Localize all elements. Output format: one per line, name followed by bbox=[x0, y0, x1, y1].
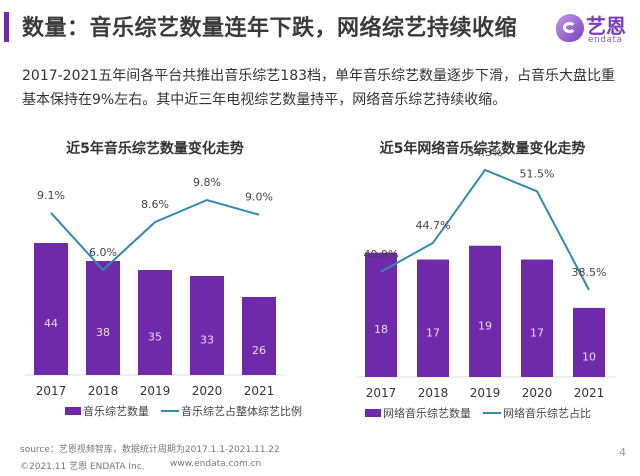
bar-2020 bbox=[521, 259, 553, 377]
bar-2021 bbox=[242, 297, 276, 375]
x-tick-label: 2018 bbox=[88, 384, 119, 398]
bar-2017 bbox=[34, 243, 68, 375]
chart-plot: 18 2017 17 2018 19 2019 17 2020 10 2021 40.9% 44.7%… bbox=[355, 146, 615, 420]
legend-bar-swatch bbox=[65, 407, 81, 415]
bar-value-label: 18 bbox=[374, 323, 388, 336]
x-tick-label: 2020 bbox=[192, 384, 223, 398]
bar-value-label: 26 bbox=[252, 344, 266, 357]
line-value-label: 9.0% bbox=[245, 191, 273, 204]
logo-en-text: endata bbox=[588, 35, 623, 45]
line-value-label: 6.0% bbox=[89, 246, 117, 259]
x-tick-label: 2017 bbox=[366, 386, 397, 400]
line-value-label: 8.6% bbox=[141, 198, 169, 211]
x-tick-label: 2021 bbox=[574, 386, 605, 400]
chart-online-music-variety: 近5年网络音乐综艺数量变化走势 18 2017 17 2018 19 2019 17 2020… bbox=[345, 130, 620, 430]
x-tick-label: 2018 bbox=[418, 386, 449, 400]
x-tick-label: 2020 bbox=[522, 386, 553, 400]
line-value-label: 9.8% bbox=[193, 176, 221, 189]
bar-2018 bbox=[86, 261, 120, 375]
bar-2020 bbox=[190, 276, 224, 375]
bar-value-label: 17 bbox=[530, 326, 544, 339]
bar-value-label: 33 bbox=[200, 334, 214, 347]
bar-value-label: 38 bbox=[96, 326, 110, 339]
line-value-label: 38.5% bbox=[572, 266, 607, 279]
legend-bar-label: 音乐综艺数量 bbox=[83, 404, 149, 418]
bar-2019 bbox=[138, 270, 172, 375]
description-text: 2017-2021五年间各平台共推出音乐综艺183档，单年音乐综艺数量逐步下滑，… bbox=[22, 68, 616, 108]
chart-plot: 44 2017 38 2018 35 2019 33 2020 26 2021 9.1% 6.0% 8.… bbox=[25, 176, 302, 418]
x-tick-label: 2019 bbox=[470, 386, 501, 400]
legend-line-label: 网络音乐综艺占比 bbox=[503, 406, 591, 420]
x-tick-label: 2019 bbox=[140, 384, 171, 398]
bar-value-label: 35 bbox=[148, 331, 162, 344]
chart-title: 近5年音乐综艺数量变化走势 bbox=[66, 141, 244, 157]
endata-logo: 艺恩 endata bbox=[556, 10, 636, 46]
chart-music-variety: 近5年音乐综艺数量变化走势 44 2017 38 2018 35 2019 33 2020 26… bbox=[20, 130, 302, 430]
bar-2021 bbox=[573, 307, 605, 377]
bar-value-label: 10 bbox=[582, 350, 596, 363]
bar-value-label: 44 bbox=[44, 317, 58, 330]
legend-line-label: 音乐综艺占整体综艺比例 bbox=[181, 404, 302, 418]
copyright: ©2021.11 艺恩 ENDATA Inc. bbox=[20, 462, 145, 472]
line-value-label: 54.3% bbox=[468, 146, 503, 159]
bar-2018 bbox=[417, 259, 449, 377]
source-note: source：艺恩视频智库，数据统计周期为2017.1.1-2021.11.22 bbox=[20, 445, 280, 455]
legend-bar-label: 网络音乐综艺数量 bbox=[383, 406, 471, 420]
bar-value-label: 19 bbox=[478, 319, 492, 332]
endata-logo-icon bbox=[556, 14, 584, 42]
page-number: 4 bbox=[619, 446, 626, 459]
line-value-label: 44.7% bbox=[416, 219, 451, 232]
chart-title: 近5年网络音乐综艺数量变化走势 bbox=[379, 141, 586, 157]
title-accent-bar bbox=[4, 12, 9, 42]
line-value-label: 51.5% bbox=[520, 167, 555, 180]
page-title: 数量：音乐综艺数量连年下跌，网络综艺持续收缩 bbox=[22, 16, 518, 41]
website-url: www.endata.com.cn bbox=[170, 459, 262, 469]
line-value-label: 40.9% bbox=[364, 248, 399, 261]
x-tick-label: 2017 bbox=[36, 384, 67, 398]
x-tick-label: 2021 bbox=[244, 384, 275, 398]
line-value-label: 9.1% bbox=[37, 189, 65, 202]
bar-2019 bbox=[469, 245, 501, 377]
logo-cn-text: 艺恩 bbox=[586, 14, 626, 38]
legend-bar-swatch bbox=[365, 409, 381, 417]
bar-value-label: 17 bbox=[426, 326, 440, 339]
bar-2017 bbox=[365, 252, 397, 377]
